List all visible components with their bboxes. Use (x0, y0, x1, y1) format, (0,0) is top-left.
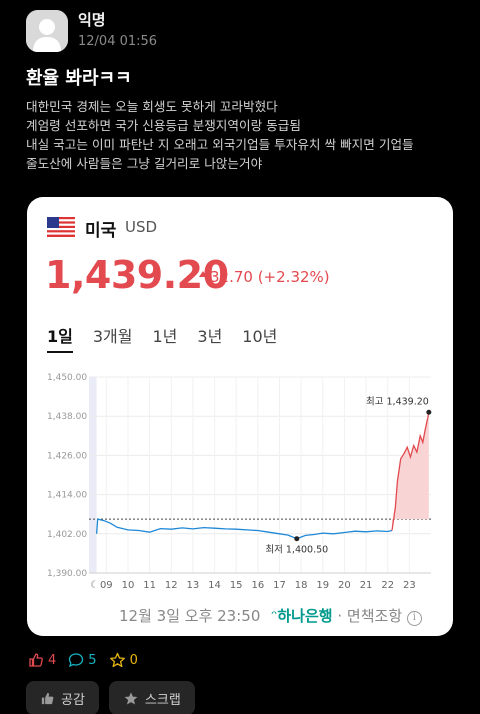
rate-line-up (391, 412, 430, 531)
post-time: 12/04 01:56 (78, 34, 158, 49)
like-count-value: 4 (48, 652, 57, 668)
rate-chart: 1,450.00 1,438.00 1,426.00 1,414.00 1,402.00… (47, 373, 432, 591)
comment-count: 5 (68, 652, 97, 668)
tab-3m[interactable]: 3개월 (92, 327, 133, 346)
comment-count-value: 5 (88, 652, 97, 668)
max-point (426, 409, 432, 415)
star-count-value: 0 (129, 652, 138, 668)
hana-bank-logo-icon: ᵔ (271, 607, 278, 625)
x-tick-label: 15 (230, 580, 243, 591)
min-label: 최저 1,400.50 (265, 545, 328, 556)
max-label: 최고 1,439.20 (366, 396, 429, 407)
reaction-counts: 4 5 0 (28, 652, 150, 668)
tab-1d[interactable]: 1일 (47, 323, 73, 353)
period-tabs: 1일 3개월 1년 3년 10년 (47, 323, 297, 353)
currency-code: USD (125, 218, 158, 236)
country-name: 미국 (85, 221, 117, 241)
tab-1y[interactable]: 1년 (152, 327, 178, 346)
x-tick-label: 10 (122, 580, 135, 591)
thumbs-up-icon (41, 692, 54, 704)
source-name: 하나은행 (277, 607, 333, 625)
x-tick-label: 09 (100, 580, 113, 591)
y-tick-label: 1,402.00 (47, 530, 87, 540)
thumbs-up-icon (29, 653, 43, 667)
author-name: 익명 (78, 11, 106, 29)
scrap-button[interactable]: 스크랩 (108, 681, 195, 714)
x-tick-label: 14 (208, 580, 221, 591)
x-tick-label: 20 (338, 580, 351, 591)
night-moon-icon: ☾ (90, 580, 99, 591)
like-button[interactable]: 공감 (26, 681, 99, 714)
like-button-label: 공감 (61, 692, 85, 708)
up-arrow-icon (199, 271, 207, 277)
post-body-line: 대한민국 경제는 오늘 회생도 못하게 꼬라박혔다 (26, 99, 278, 114)
min-point (294, 536, 300, 542)
post-body-line: 내실 국고는 이미 파탄난 지 오래고 외국기업들 투자유치 싹 빠지면 기업들 (26, 137, 414, 152)
separator-dot: · (337, 607, 343, 625)
scrap-button-label: 스크랩 (144, 692, 181, 708)
chart-timestamp: 12월 3일 오후 23:50 (119, 607, 261, 625)
x-tick-label: 16 (251, 580, 264, 591)
up-area (392, 412, 429, 531)
exchange-rate-card[interactable]: 미국 USD 1,439.20 32.70 (+2.32%) 1일 3개월 1년… (27, 197, 453, 636)
post-body-line: 계엄령 선포하면 국가 신용등급 분쟁지역이랑 동급됨 (26, 118, 301, 133)
x-tick-label: 21 (360, 580, 373, 591)
x-tick-label: 13 (187, 580, 200, 591)
star-icon (109, 652, 125, 668)
post-body: 대한민국 경제는 오늘 회생도 못하게 꼬라박혔다 계엄령 선포하면 국가 신용… (26, 97, 466, 173)
x-tick-label: 22 (381, 580, 394, 591)
x-tick-label: 17 (273, 580, 286, 591)
comment-icon (69, 653, 84, 668)
x-tick-label: 19 (316, 580, 329, 591)
rate-line-down (95, 518, 393, 540)
rate-change: 32.70 (+2.32%) (210, 268, 330, 286)
y-tick-label: 1,390.00 (47, 569, 87, 579)
x-tick-label: 11 (143, 580, 156, 591)
star-count: 0 (109, 652, 138, 668)
post-title: 환율 봐라ㅋㅋ (26, 68, 132, 89)
avatar[interactable] (26, 10, 68, 52)
info-icon[interactable]: i (406, 611, 422, 626)
tab-10y[interactable]: 10년 (242, 327, 278, 346)
post-actions: 공감 스크랩 (26, 681, 205, 714)
x-tick-label: 12 (165, 580, 178, 591)
y-tick-label: 1,450.00 (47, 373, 87, 383)
x-tick-label: 18 (295, 580, 308, 591)
tab-3y[interactable]: 3년 (197, 327, 223, 346)
default-user-icon (26, 10, 68, 52)
star-icon (124, 691, 138, 704)
like-count: 4 (28, 652, 56, 668)
y-tick-label: 1,426.00 (47, 451, 87, 461)
chart-footer: 12월 3일 오후 23:50 ᵔ하나은행 · 면책조항 i (119, 605, 422, 626)
post-body-line: 줄도산에 사람들은 그냥 길거리로 나앉는거야 (26, 156, 263, 171)
disclaimer-link[interactable]: 면책조항 (346, 607, 403, 625)
y-tick-label: 1,438.00 (47, 412, 87, 422)
us-flag-icon (47, 217, 75, 237)
y-tick-label: 1,414.00 (47, 491, 87, 501)
x-tick-label: 23 (403, 580, 416, 591)
exchange-rate-value: 1,439.20 (45, 253, 229, 297)
premarket-band (89, 377, 97, 573)
